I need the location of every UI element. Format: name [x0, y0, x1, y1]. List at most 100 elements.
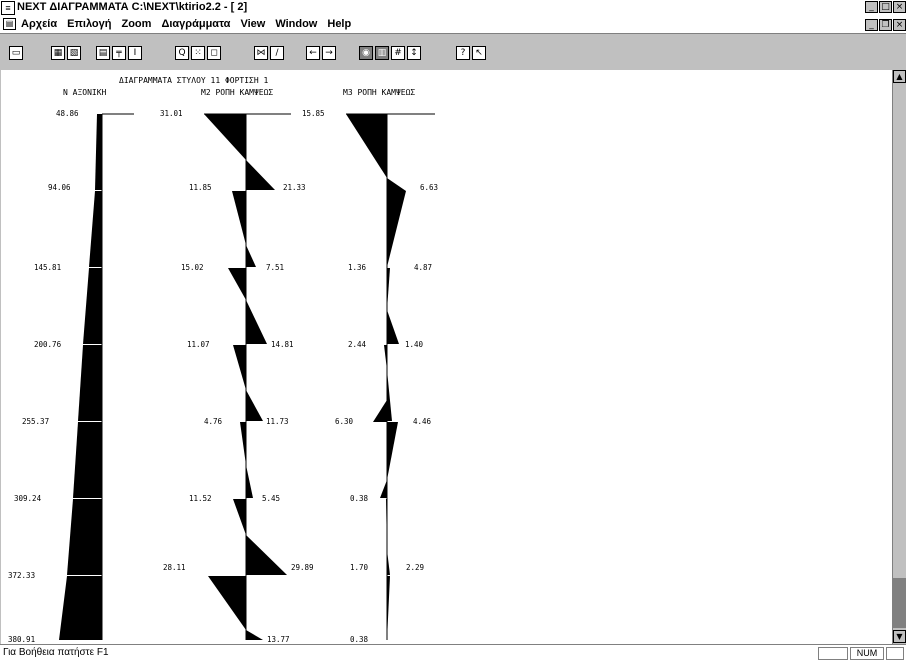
menu-diagrams[interactable]: Διαγράμματα — [161, 18, 231, 30]
n-label: 48.86 — [56, 109, 79, 118]
m2-segment — [240, 422, 246, 465]
m2-right-label: 11.73 — [266, 417, 289, 426]
m2-left-label: 28.11 — [163, 563, 186, 572]
m2-left-label: 11.85 — [189, 183, 212, 192]
status-indicator-extra — [886, 647, 904, 660]
copy-icon[interactable]: ▤ — [96, 46, 110, 60]
m2-segment — [232, 191, 246, 245]
n-label: 309.24 — [14, 494, 42, 503]
menu-help[interactable]: Help — [327, 18, 352, 30]
cursor-icon[interactable]: I — [128, 46, 142, 60]
m3-right-label: 1.40 — [405, 340, 424, 349]
app-icon[interactable]: ≡ — [1, 1, 15, 15]
m2-segment — [246, 535, 287, 575]
doc-restore-icon[interactable]: ❐ — [879, 19, 892, 31]
m2-left-label: 15.02 — [181, 263, 204, 272]
menu-files[interactable]: Αρχεία — [21, 18, 58, 30]
m3-left-label: 0.38 — [350, 494, 369, 503]
m3-segment — [387, 178, 406, 267]
m3-left-label: 1.70 — [350, 563, 369, 572]
window-title: NEXT ΔΙΑΓΡΑΜΜΑΤΑ C:\NEXT\ktirio2.2 - [ 2… — [17, 1, 248, 13]
m3-left-label: 6.30 — [335, 417, 354, 426]
panel-m2-heading: M2 ΡΟΠΗ ΚΑΜΨΕΩΣ — [201, 88, 273, 97]
m3-segment — [387, 268, 390, 310]
m3-segment — [387, 422, 398, 480]
m2-segment — [233, 345, 246, 390]
document-icon[interactable]: ▤ — [3, 18, 16, 30]
zoom-window-icon[interactable]: ⁙ — [191, 46, 205, 60]
title-bar: ≡ NEXT ΔΙΑΓΡΑΜΜΑΤΑ C:\NEXT\ktirio2.2 - [… — [0, 0, 906, 16]
m2-right-label: 7.51 — [266, 263, 284, 272]
n-segment — [89, 191, 102, 267]
m3-left-label: 15.85 — [302, 109, 325, 118]
m3-right-label: 4.87 — [414, 263, 432, 272]
column-icon[interactable]: / — [270, 46, 284, 60]
toolbar: ▭ ▦ ▧ ▤ ╤ I Q ⁙ ◻ ⋈ / ← → ◉ ▥ # ↕ ? ↖ — [0, 34, 906, 70]
n-segment — [67, 499, 102, 575]
m3-segment — [346, 114, 387, 178]
m3-segment — [387, 550, 390, 575]
close-icon[interactable]: × — [893, 1, 906, 13]
scroll-up-icon[interactable]: ▲ — [893, 70, 906, 83]
scroll-thumb[interactable] — [893, 578, 906, 628]
m2-right-label: 21.33 — [283, 183, 306, 192]
num-lock-indicator: NUM — [850, 647, 884, 660]
n-label: 200.76 — [34, 340, 62, 349]
m2-segment — [246, 245, 256, 267]
diagram-icon[interactable]: ◉ — [359, 46, 373, 60]
status-message: Για Βοήθεια πατήστε F1 — [3, 647, 109, 658]
n-segment — [95, 114, 102, 190]
m3-left-label: 2.44 — [348, 340, 367, 349]
maximize-icon[interactable]: □ — [879, 1, 892, 13]
minimize-icon[interactable]: _ — [865, 1, 878, 13]
zoom-fit-icon[interactable]: ◻ — [207, 46, 221, 60]
m3-right-label: 2.29 — [406, 563, 424, 572]
menu-zoom[interactable]: Zoom — [121, 18, 152, 30]
m2-right-label: 5.45 — [262, 494, 280, 503]
m3-right-label: 6.63 — [420, 183, 438, 192]
ruler-icon[interactable]: ╤ — [112, 46, 126, 60]
diagram-title: ΔΙΑΓΡΑΜΜΑΤΑ ΣΤΥΛΟΥ 11 ΦΟΡΤΙΣΗ 1 — [119, 76, 268, 85]
menu-view[interactable]: View — [240, 18, 266, 30]
print-icon[interactable]: ▦ — [51, 46, 65, 60]
grid-icon[interactable]: ▥ — [375, 46, 389, 60]
context-help-icon[interactable]: ↖ — [472, 46, 486, 60]
arrow-left-icon[interactable]: ← — [306, 46, 320, 60]
print-setup-icon[interactable]: ▧ — [67, 46, 81, 60]
m3-right-label: 4.46 — [413, 417, 432, 426]
zoom-icon[interactable]: Q — [175, 46, 189, 60]
window-controls: _ □ × — [865, 1, 906, 13]
diagram-canvas[interactable]: ΔΙΑΓΡΑΜΜΑΤΑ ΣΤΥΛΟΥ 11 ΦΟΡΤΙΣΗ 1 N ΑΞΟΝΙΚ… — [1, 70, 892, 644]
panel-m3-heading: M3 ΡΟΠΗ ΚΑΜΨΕΩΣ — [343, 88, 415, 97]
m2-segment — [246, 465, 253, 498]
m3-segment — [384, 345, 387, 370]
m2-right-label: 13.77 — [267, 635, 290, 644]
open-icon[interactable]: ▭ — [9, 46, 23, 60]
m2-left-label: 4.76 — [204, 417, 223, 426]
m2-segment — [246, 300, 267, 344]
menu-select[interactable]: Επιλογή — [67, 18, 112, 30]
column-diagram: ΔΙΑΓΡΑΜΜΑΤΑ ΣΤΥΛΟΥ 11 ΦΟΡΤΙΣΗ 1 N ΑΞΟΝΙΚ… — [8, 76, 438, 644]
help-icon[interactable]: ? — [456, 46, 470, 60]
m2-segment — [204, 114, 246, 160]
m3-segment — [380, 480, 387, 498]
m2-right-label: 29.89 — [291, 563, 314, 572]
vertical-scrollbar[interactable]: ▲ ▼ — [892, 70, 906, 644]
n-segment — [83, 268, 102, 344]
m2-segment — [246, 390, 263, 421]
status-indicator-empty — [818, 647, 848, 660]
doc-close-icon[interactable]: × — [893, 19, 906, 31]
n-segment — [59, 576, 102, 640]
arrow-right-icon[interactable]: → — [322, 46, 336, 60]
beam-icon[interactable]: ⋈ — [254, 46, 268, 60]
menu-window[interactable]: Window — [275, 18, 318, 30]
doc-minimize-icon[interactable]: _ — [865, 19, 878, 31]
n-label: 380.91 — [8, 635, 35, 644]
m3-segment — [373, 400, 387, 422]
scroll-down-icon[interactable]: ▼ — [893, 630, 906, 643]
m3-segment — [387, 310, 399, 344]
menu-bar: ▤ Αρχεία Επιλογή Zoom Διαγράμματα View W… — [0, 16, 906, 34]
numbers-icon[interactable]: # — [391, 46, 405, 60]
m3-left-label: 0.38 — [350, 635, 369, 644]
vertical-icon[interactable]: ↕ — [407, 46, 421, 60]
